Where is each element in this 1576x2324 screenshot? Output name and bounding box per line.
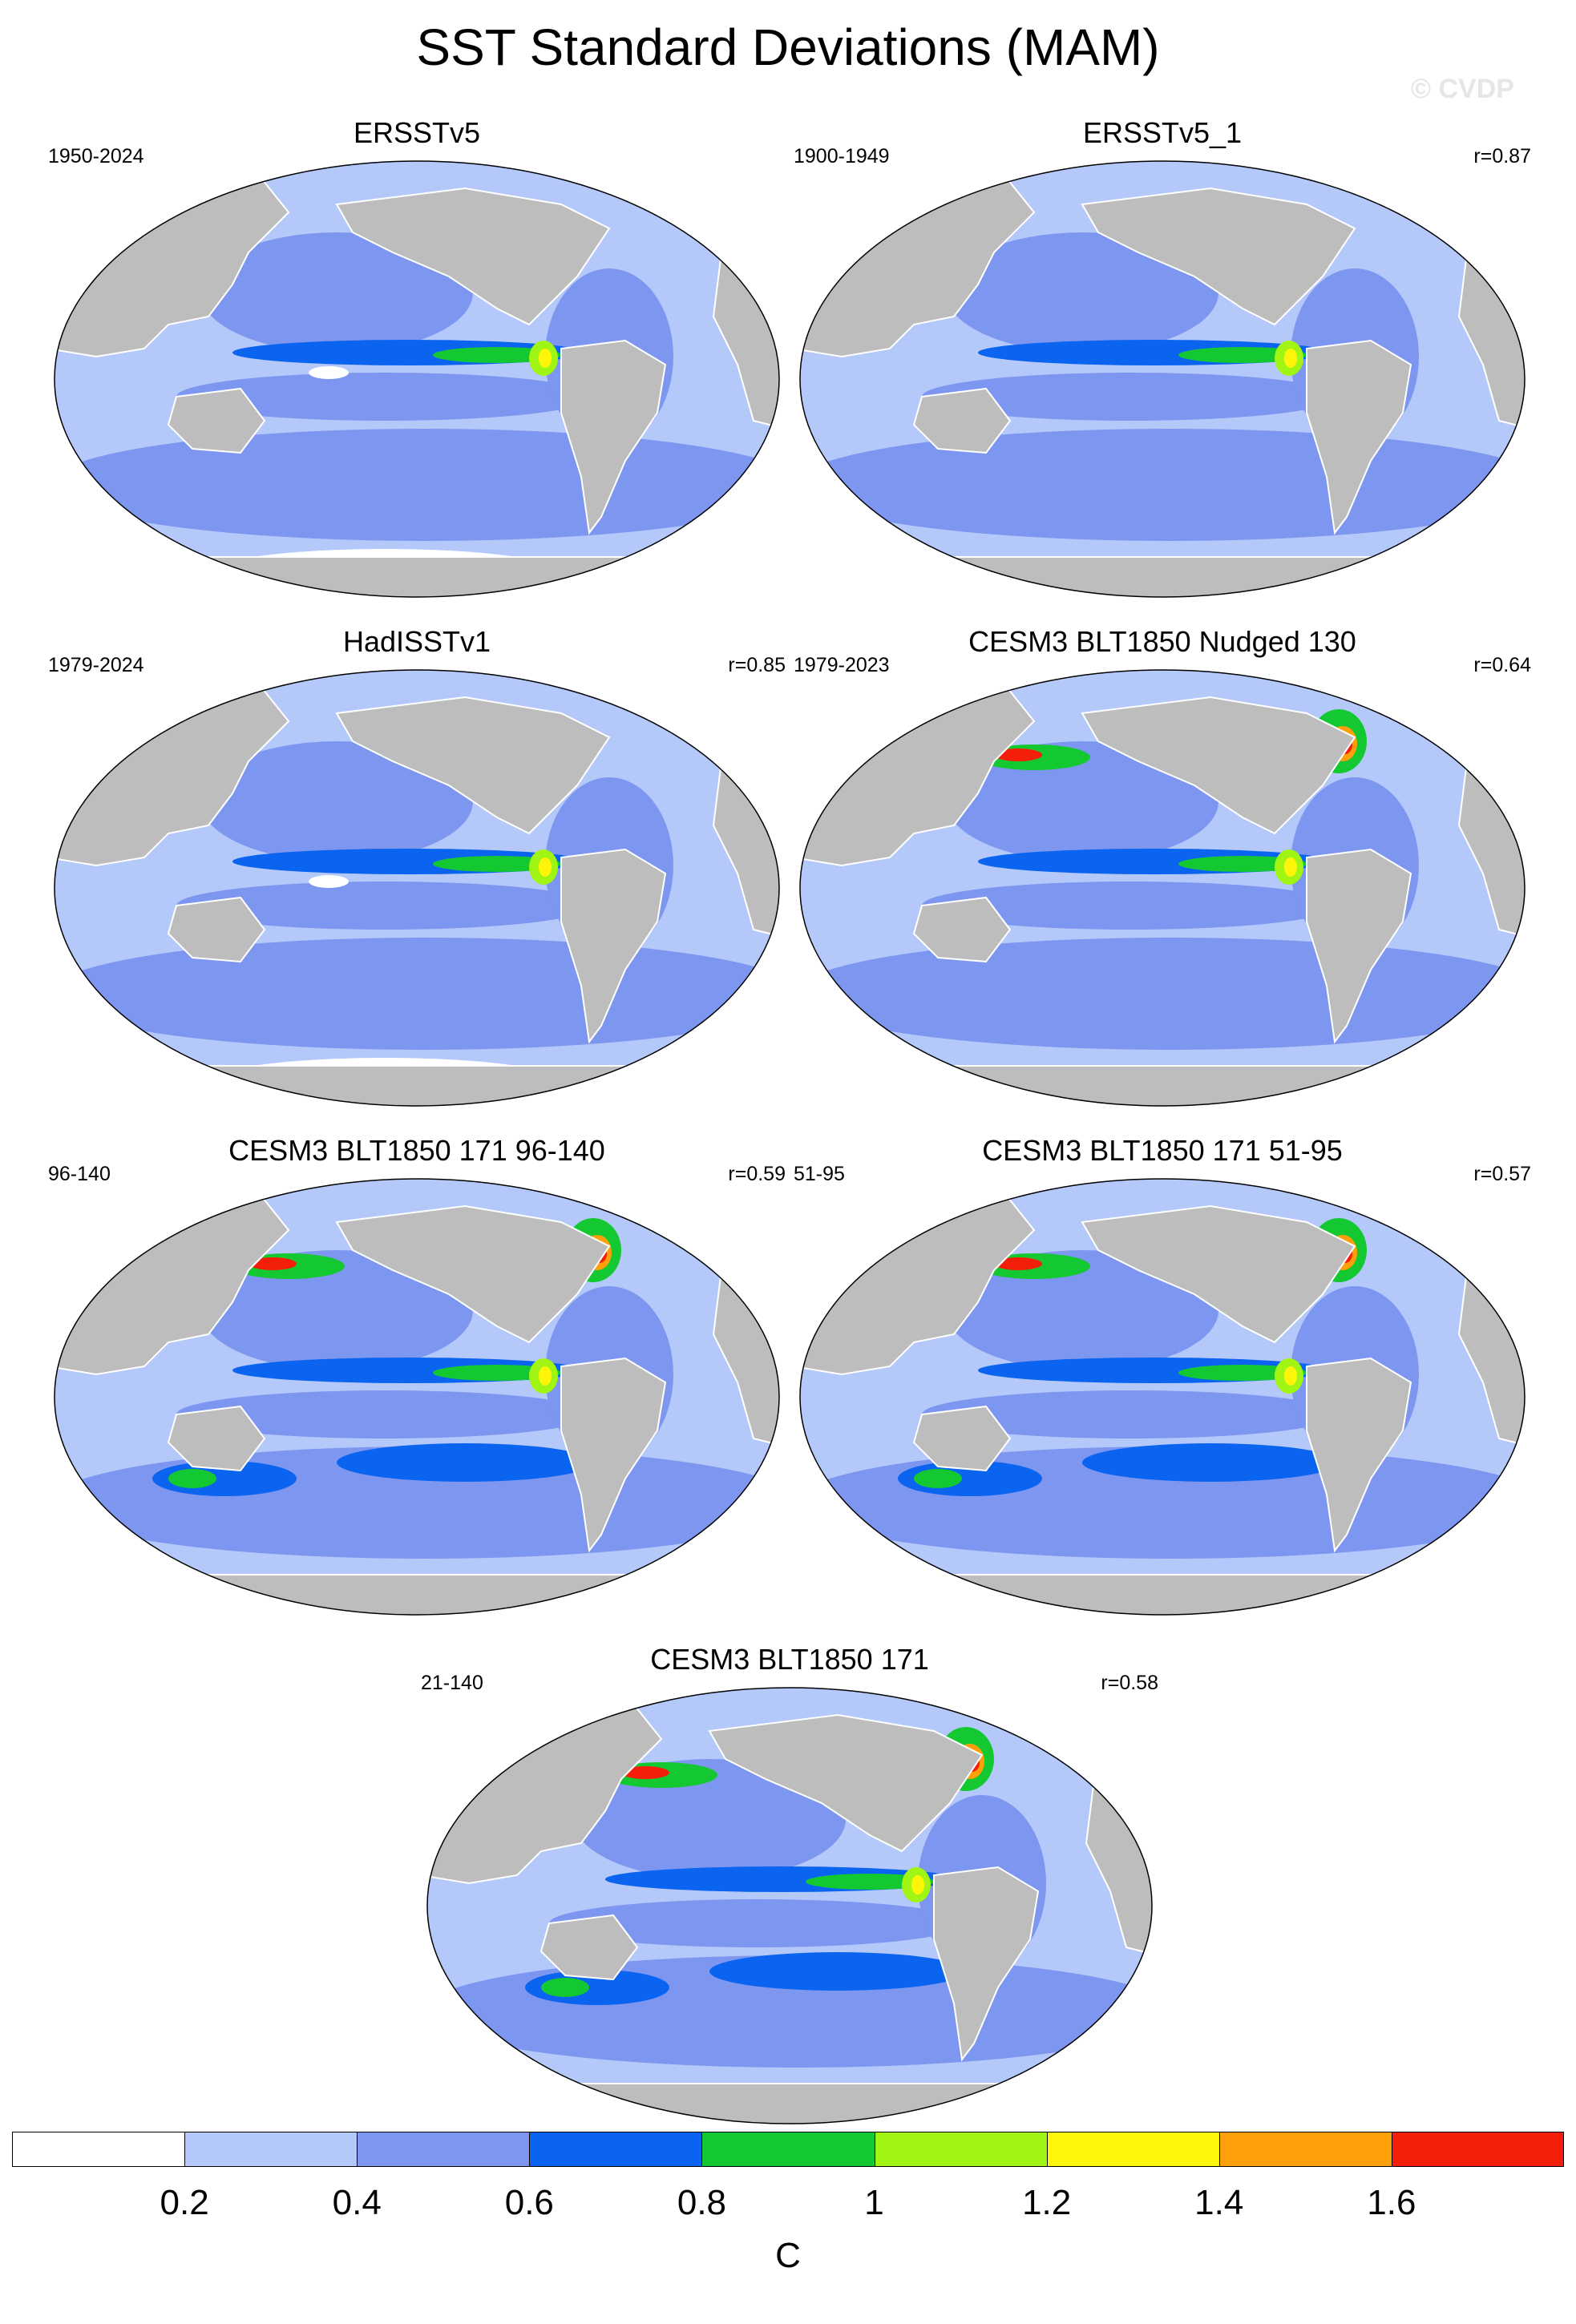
colorbar-box bbox=[184, 2132, 358, 2167]
colorbar-tick-label: 1 bbox=[864, 2183, 884, 2222]
panel-period: 1950-2024 bbox=[48, 145, 144, 167]
world-map bbox=[54, 160, 780, 598]
map-panel-ersstv5-1: ERSSTv5_1 1900-1949 r=0.87 bbox=[794, 116, 1531, 598]
colorbar-tick-label: 1.2 bbox=[1022, 2183, 1072, 2222]
map-panel-cesm3-nudged: CESM3 BLT1850 Nudged 130 1979-2023 r=0.6… bbox=[794, 625, 1531, 1107]
colorbar-box bbox=[1391, 2132, 1565, 2167]
panel-title: CESM3 BLT1850 171 96-140 bbox=[228, 1134, 605, 1167]
panel-title: CESM3 BLT1850 Nudged 130 bbox=[968, 625, 1356, 658]
panel-period: 1979-2024 bbox=[48, 654, 144, 676]
panel-period: 96-140 bbox=[48, 1163, 111, 1185]
panel-period: 1900-1949 bbox=[794, 145, 890, 167]
world-map bbox=[799, 1178, 1525, 1616]
world-map bbox=[799, 669, 1525, 1107]
colorbar-box bbox=[701, 2132, 875, 2167]
panel-title: HadISSTv1 bbox=[342, 625, 491, 658]
figure-title: SST Standard Deviations (MAM) bbox=[416, 18, 1160, 76]
colorbar-box bbox=[874, 2132, 1048, 2167]
colorbar-unit: C bbox=[775, 2236, 801, 2275]
panel-correlation: r=0.57 bbox=[1473, 1163, 1531, 1185]
map-panel-cesm3-21-140: CESM3 BLT1850 171 21-140 r=0.58 bbox=[421, 1643, 1158, 2124]
world-map bbox=[54, 669, 780, 1107]
map-panel-cesm3-96-140: CESM3 BLT1850 171 96-140 96-140 r=0.59 bbox=[48, 1134, 786, 1616]
panel-correlation: r=0.85 bbox=[728, 654, 786, 676]
world-map bbox=[426, 1687, 1153, 2124]
watermark: © CVDP bbox=[1411, 74, 1514, 104]
panel-title: CESM3 BLT1850 171 51-95 bbox=[982, 1134, 1343, 1167]
panel-period: 51-95 bbox=[794, 1163, 845, 1185]
panel-period: 1979-2023 bbox=[794, 654, 890, 676]
colorbar-box bbox=[357, 2132, 530, 2167]
world-map bbox=[799, 160, 1525, 598]
map-panel-ersstv5: ERSSTv5 1950-2024 bbox=[48, 116, 786, 598]
colorbar-box bbox=[12, 2132, 185, 2167]
colorbar-box bbox=[529, 2132, 702, 2167]
panel-title: ERSSTv5 bbox=[353, 116, 481, 149]
world-map bbox=[54, 1178, 780, 1616]
panel-correlation: r=0.58 bbox=[1101, 1672, 1158, 1694]
panel-correlation: r=0.64 bbox=[1473, 654, 1531, 676]
colorbar-box bbox=[1218, 2132, 1392, 2167]
panel-correlation: r=0.87 bbox=[1473, 145, 1531, 167]
colorbar-tick-label: 0.4 bbox=[332, 2183, 382, 2222]
colorbar-tick-label: 0.2 bbox=[160, 2183, 209, 2222]
panel-title: ERSSTv5_1 bbox=[1082, 116, 1243, 149]
colorbar-tick-label: 0.6 bbox=[504, 2183, 554, 2222]
colorbar-tick-label: 0.8 bbox=[677, 2183, 727, 2222]
panel-correlation: r=0.59 bbox=[728, 1163, 786, 1185]
colorbar-tick-label: 1.6 bbox=[1367, 2183, 1416, 2222]
panel-title: CESM3 BLT1850 171 bbox=[650, 1643, 929, 1676]
map-panel-cesm3-51-95: CESM3 BLT1850 171 51-95 51-95 r=0.57 bbox=[794, 1134, 1531, 1616]
colorbar-tick-label: 1.4 bbox=[1194, 2183, 1244, 2222]
colorbar-box bbox=[1046, 2132, 1220, 2167]
panel-period: 21-140 bbox=[421, 1672, 483, 1694]
map-panel-hadisstv1: HadISSTv1 1979-2024 r=0.85 bbox=[48, 625, 786, 1107]
